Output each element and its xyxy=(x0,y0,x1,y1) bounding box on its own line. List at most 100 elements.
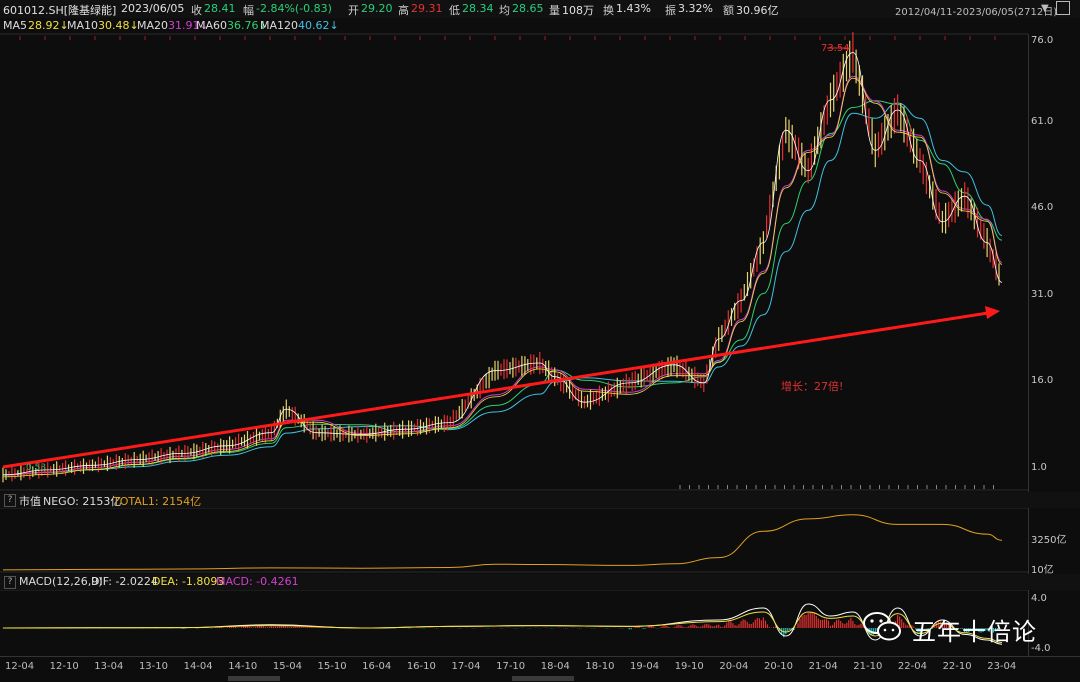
ma5-value: 28.92↓ xyxy=(28,19,69,32)
ma20-line xyxy=(2,75,1003,476)
price-ytick-31: 31.0 xyxy=(1031,289,1054,300)
avg-value: 28.65 xyxy=(512,2,544,15)
x-tick-label: 16-10 xyxy=(406,661,436,672)
macd-dea: DEA: -1.8093 xyxy=(152,575,225,588)
cap-nego: NEGO: 2153亿 xyxy=(43,495,122,508)
x-tick-label: 14-10 xyxy=(228,661,258,672)
axis-divider xyxy=(1028,34,1029,656)
x-tick-label: 22-10 xyxy=(942,661,972,672)
x-tick-label: 17-04 xyxy=(451,661,481,672)
dif-line xyxy=(2,603,1003,645)
cap-total: TOTAL1: 2154亿 xyxy=(113,495,202,508)
x-tick-label: 20-04 xyxy=(719,661,749,672)
vol-label: 量 xyxy=(549,4,560,17)
watermark: 五年十倍论 xyxy=(862,604,1052,650)
x-tick-label: 13-04 xyxy=(94,661,124,672)
quote-date: 2023/06/05 xyxy=(121,2,185,15)
x-tick-label: 15-10 xyxy=(317,661,347,672)
x-tick-label: 16-04 xyxy=(362,661,392,672)
scrollbar-thumb[interactable] xyxy=(512,676,574,681)
ma60-line xyxy=(2,100,1003,476)
price-ytick-46: 46.0 xyxy=(1031,202,1054,213)
date-range: 2012/04/11-2023/06/05(2712日) xyxy=(895,7,1058,18)
change-value: -2.84%(-0.83) xyxy=(256,2,332,15)
low-value: 28.34 xyxy=(462,2,494,15)
macd-panel-header: ? MACD(12,26,9) DIF: -2.0224 DEA: -1.809… xyxy=(0,574,1080,590)
ma120-label: MA120 xyxy=(260,19,299,32)
price-line xyxy=(2,52,1003,476)
calendar-icon[interactable] xyxy=(1056,1,1070,15)
ma120-value: 40.62↓ xyxy=(298,19,339,32)
x-tick-label: 18-04 xyxy=(540,661,570,672)
ma-legend: MA5 28.92↓ MA10 30.48↓ MA20 31.91↓ MA60 … xyxy=(0,18,1080,34)
low-label: 低 xyxy=(449,4,460,17)
x-tick-label: 17-10 xyxy=(496,661,526,672)
close-label: 收 xyxy=(191,4,202,17)
high-label: 高 xyxy=(398,4,409,17)
close-value: 28.41 xyxy=(204,2,236,15)
stock-symbol: 601012.SH[隆基绿能] xyxy=(3,4,117,17)
min-price-label: 0.53 xyxy=(26,463,47,473)
x-tick-label: 14-04 xyxy=(183,661,213,672)
market-cap-line xyxy=(2,514,1003,571)
x-tick-label: 18-10 xyxy=(585,661,615,672)
high-value: 29.31 xyxy=(411,2,443,15)
cap-title: 市值 xyxy=(19,495,41,508)
open-value: 29.20 xyxy=(361,2,393,15)
growth-annotation: 增长：27倍! xyxy=(781,380,844,393)
price-ytick-61: 61.0 xyxy=(1031,116,1054,127)
macd-ytick-neg4: -4.0 xyxy=(1031,643,1051,654)
price-ytick-16: 16.0 xyxy=(1031,375,1054,386)
ma120-line xyxy=(2,102,1003,476)
ma60-value: 36.76↓ xyxy=(227,19,268,32)
max-price-label: 73.54 xyxy=(821,43,850,54)
macd-title: MACD(12,26,9) xyxy=(19,575,103,588)
ma5-label: MA5 xyxy=(3,19,28,32)
macd-dif: DIF: -2.0224 xyxy=(91,575,158,588)
macd-help-button[interactable]: ? xyxy=(4,576,16,589)
change-label: 幅 xyxy=(243,4,254,17)
vol-value: 108万 xyxy=(562,4,594,17)
quote-header: 601012.SH[隆基绿能] 2023/06/05 收 28.41 幅 -2.… xyxy=(0,0,1080,18)
macd-ytick-4: 4.0 xyxy=(1031,593,1047,604)
x-tick-label: 19-04 xyxy=(630,661,660,672)
dea-line xyxy=(2,611,1003,643)
x-tick-label: 19-10 xyxy=(674,661,704,672)
ma10-label: MA10 xyxy=(67,19,99,32)
ma10-value: 30.48↓ xyxy=(98,19,139,32)
ma60-label: MA60 xyxy=(196,19,228,32)
price-ytick-1: 1.0 xyxy=(1031,462,1047,473)
wechat-icon xyxy=(863,612,901,641)
x-tick-label: 20-10 xyxy=(763,661,794,672)
range-dropdown-icon[interactable]: ▼ xyxy=(1041,3,1049,14)
x-tick-label: 13-10 xyxy=(138,661,168,672)
amp-label: 振 xyxy=(665,4,676,17)
cap-ytick-10: 10亿 xyxy=(1031,565,1054,576)
amount-value: 30.96亿 xyxy=(736,4,779,17)
growth-arrow-line xyxy=(2,311,989,469)
x-tick-label: 15-04 xyxy=(272,661,302,672)
growth-arrow-head xyxy=(985,306,1000,319)
x-tick-label: 22-04 xyxy=(897,661,927,672)
cap-help-button[interactable]: ? xyxy=(4,494,16,507)
amp-value: 3.32% xyxy=(678,2,713,15)
turnover-value: 1.43% xyxy=(616,2,651,15)
x-tick-label: 21-10 xyxy=(853,661,883,672)
turnover-label: 换 xyxy=(603,4,614,17)
price-ytick-76: 76.0 xyxy=(1031,35,1054,46)
avg-label: 均 xyxy=(499,4,510,17)
scrollbar-segment[interactable] xyxy=(228,676,280,681)
x-tick-label: 12-10 xyxy=(49,661,79,672)
cap-panel-header: ? 市值 NEGO: 2153亿 TOTAL1: 2154亿 xyxy=(0,492,1080,508)
macd-value: MACD: -0.4261 xyxy=(216,575,299,588)
ma20-label: MA20 xyxy=(137,19,169,32)
ma10-line xyxy=(2,77,1003,478)
open-label: 开 xyxy=(348,4,359,17)
watermark-text: 五年十倍论 xyxy=(912,618,1037,646)
x-tick-label: 12-04 xyxy=(5,661,35,672)
amount-label: 额 xyxy=(723,4,734,17)
ma20-value: 31.91↓ xyxy=(168,19,209,32)
x-tick-label: 23-04 xyxy=(987,661,1017,672)
x-tick-label: 21-04 xyxy=(808,661,838,672)
